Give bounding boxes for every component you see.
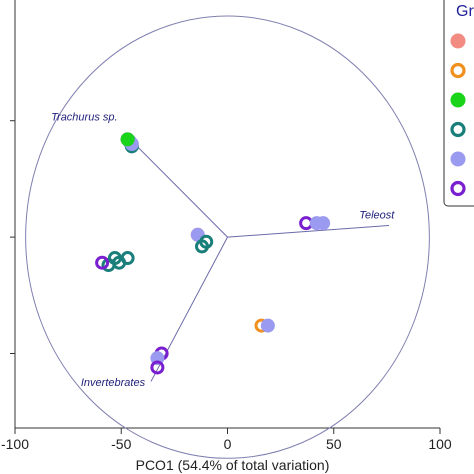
x-axis-label: PCO1 (54.4% of total variation) (136, 457, 330, 473)
legend-marker (450, 180, 466, 197)
correlation-circle-outline (25, 15, 430, 459)
vector-layer: Trachurus sp. Teleost Invertebrates (51, 112, 395, 389)
legend-marker (450, 92, 466, 108)
legend-title: Gr (456, 3, 474, 20)
legend-marker (450, 121, 466, 138)
point-layer (95, 132, 331, 375)
legend-marker (450, 62, 466, 79)
data-point (150, 360, 165, 375)
vector-label: Teleost (359, 209, 395, 221)
x-tick-label: -50 (111, 436, 131, 452)
correlation-circle (25, 15, 430, 459)
data-point (101, 258, 116, 273)
data-point (316, 216, 331, 231)
legend-marker (450, 33, 466, 49)
legend-marker (450, 151, 466, 167)
x-tick-label: -100 (1, 436, 29, 452)
vector-label: Trachurus sp. (51, 112, 117, 124)
vector-line (125, 134, 228, 238)
vector-line (227, 224, 390, 238)
data-point (95, 255, 110, 270)
data-point (260, 318, 275, 333)
axis-ticks: -100 -50 0 50 100 (1, 120, 452, 452)
data-point (195, 239, 209, 254)
vector-label: Invertebrates (81, 377, 146, 389)
legend: Gr (443, 0, 474, 207)
data-point (120, 132, 135, 147)
x-tick-label: 50 (326, 436, 342, 452)
x-tick-label: 100 (428, 436, 452, 452)
x-tick-label: 0 (224, 436, 232, 452)
